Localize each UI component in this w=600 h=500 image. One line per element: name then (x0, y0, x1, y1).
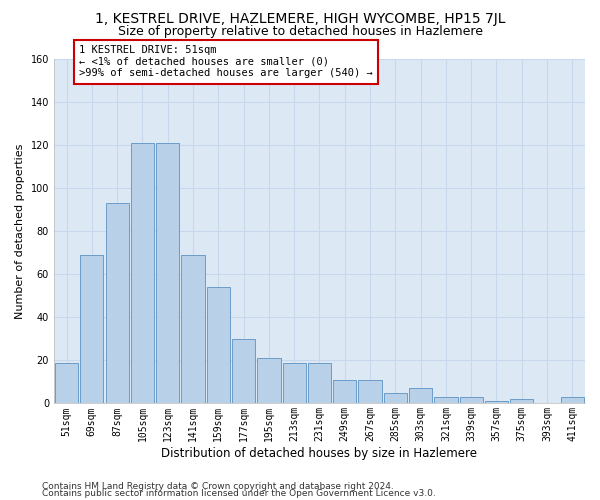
Bar (510, 399, 533, 404)
Bar (232, 339, 255, 404)
Text: Contains public sector information licensed under the Open Government Licence v3: Contains public sector information licen… (42, 488, 436, 498)
Bar (308, 362, 331, 404)
Bar (80, 255, 103, 404)
Bar (106, 203, 129, 404)
Bar (156, 143, 179, 404)
Bar (55, 362, 78, 404)
Bar (333, 380, 356, 404)
Bar (409, 388, 432, 404)
Text: Contains HM Land Registry data © Crown copyright and database right 2024.: Contains HM Land Registry data © Crown c… (42, 482, 394, 491)
Bar (206, 287, 230, 404)
Bar (181, 255, 205, 404)
Bar (283, 362, 306, 404)
Text: Size of property relative to detached houses in Hazlemere: Size of property relative to detached ho… (118, 25, 482, 38)
Text: 1 KESTREL DRIVE: 51sqm
← <1% of detached houses are smaller (0)
>99% of semi-det: 1 KESTREL DRIVE: 51sqm ← <1% of detached… (79, 45, 373, 78)
Bar (460, 397, 483, 404)
Bar (358, 380, 382, 404)
Bar (131, 143, 154, 404)
Y-axis label: Number of detached properties: Number of detached properties (15, 144, 25, 319)
Bar (257, 358, 281, 404)
Bar (434, 397, 458, 404)
Bar (383, 392, 407, 404)
Text: 1, KESTREL DRIVE, HAZLEMERE, HIGH WYCOMBE, HP15 7JL: 1, KESTREL DRIVE, HAZLEMERE, HIGH WYCOMB… (95, 12, 505, 26)
X-axis label: Distribution of detached houses by size in Hazlemere: Distribution of detached houses by size … (161, 447, 478, 460)
Bar (485, 402, 508, 404)
Bar (561, 397, 584, 404)
